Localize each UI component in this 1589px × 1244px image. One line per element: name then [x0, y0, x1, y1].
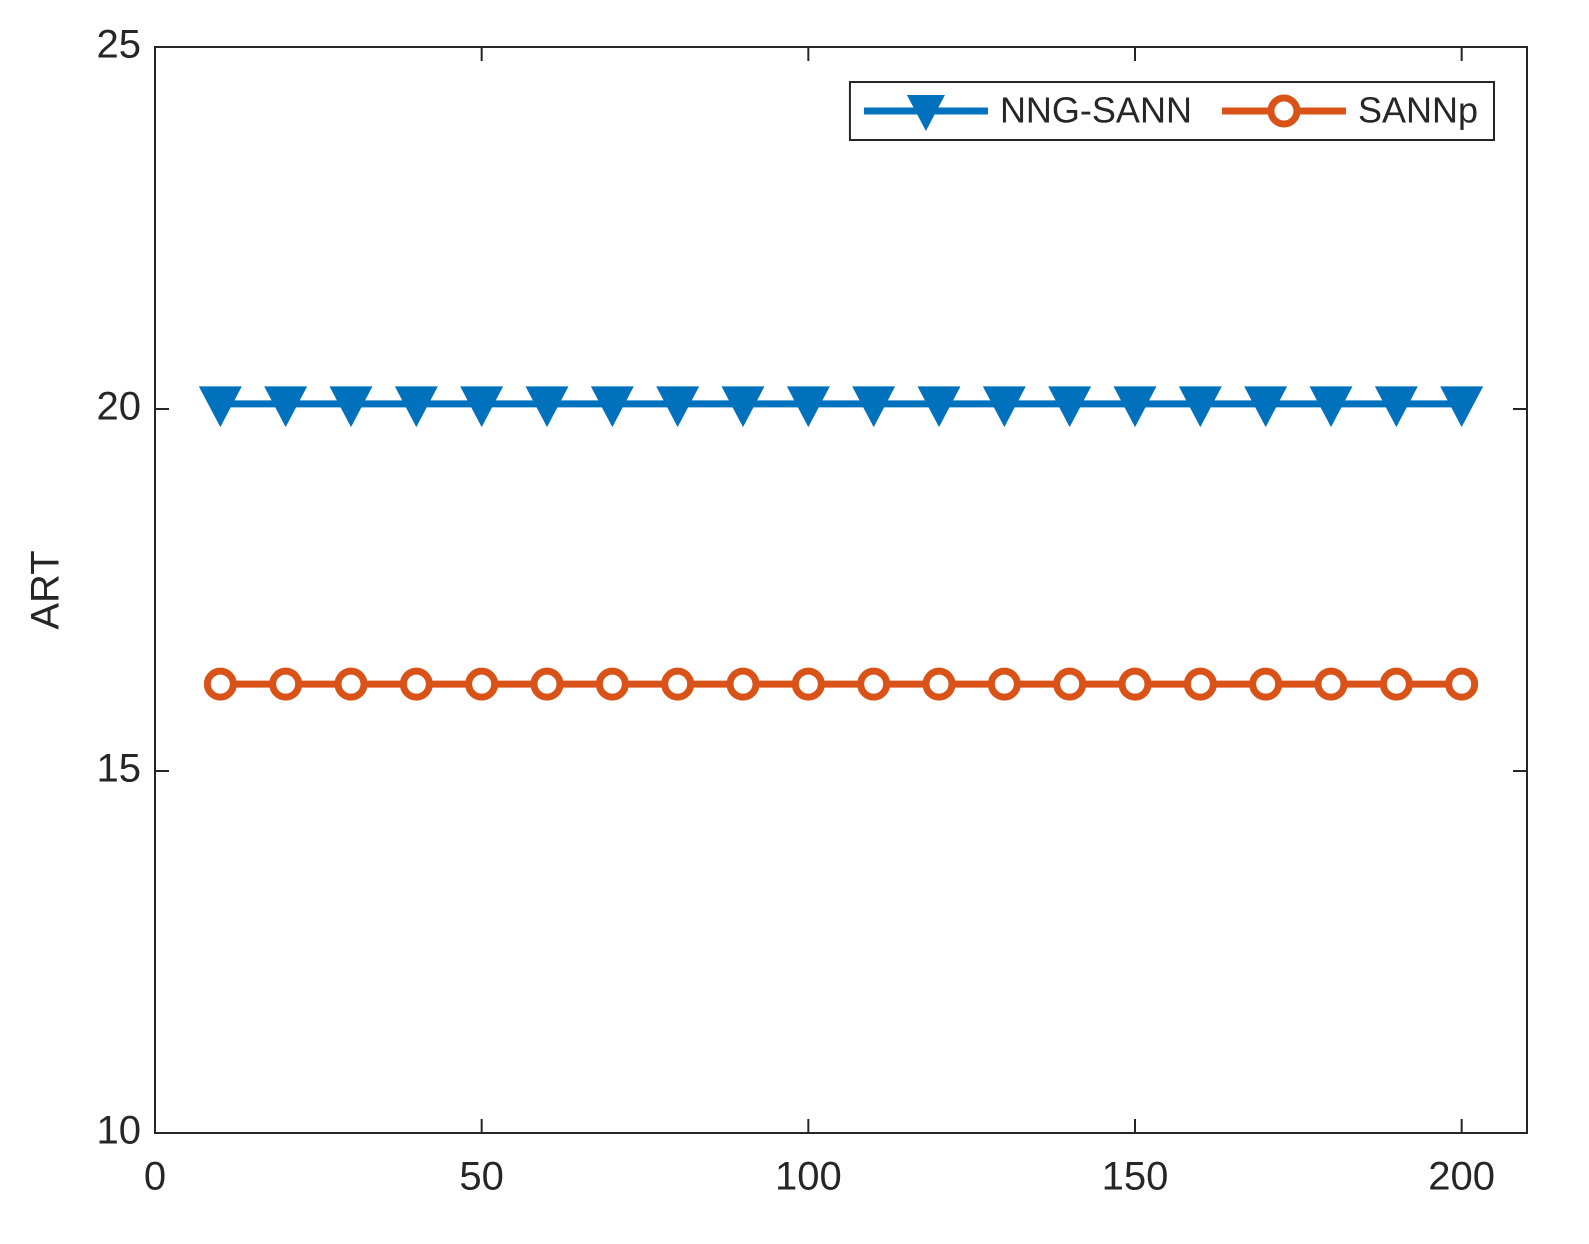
data-point — [982, 386, 1026, 428]
x-tick-label: 50 — [459, 1155, 504, 1199]
data-point — [1118, 667, 1152, 701]
legend-marker — [1267, 94, 1301, 128]
data-point — [334, 667, 368, 701]
data-point — [1048, 386, 1092, 428]
data-point — [264, 386, 308, 428]
data-point — [1314, 667, 1348, 701]
data-point — [656, 386, 700, 428]
data-point — [1445, 667, 1479, 701]
data-point — [399, 667, 433, 701]
data-point — [1249, 667, 1283, 701]
data-point — [394, 386, 438, 428]
y-tick-label: 10 — [97, 1109, 142, 1153]
data-point — [595, 667, 629, 701]
data-point — [987, 667, 1021, 701]
data-point — [269, 667, 303, 701]
data-point — [1440, 386, 1484, 428]
data-point — [786, 386, 830, 428]
data-point — [726, 667, 760, 701]
data-point — [525, 386, 569, 428]
legend-label: SANNp — [1358, 90, 1478, 131]
legend-label: NNG-SANN — [1000, 90, 1192, 131]
data-point — [917, 386, 961, 428]
x-tick-label: 100 — [775, 1155, 842, 1199]
y-axis-label: ART — [24, 550, 68, 629]
data-point — [465, 667, 499, 701]
data-point — [1178, 386, 1222, 428]
x-tick-label: 150 — [1102, 1155, 1169, 1199]
data-point — [460, 386, 504, 428]
data-point — [329, 386, 373, 428]
y-tick-label: 15 — [97, 747, 142, 791]
data-point — [922, 667, 956, 701]
data-point — [203, 667, 237, 701]
y-tick-label: 25 — [97, 23, 142, 67]
x-tick-label: 200 — [1428, 1155, 1495, 1199]
legend-marker — [906, 95, 945, 131]
data-point — [1113, 386, 1157, 428]
data-point — [198, 386, 242, 428]
x-tick-label: 0 — [144, 1155, 166, 1199]
data-point — [530, 667, 564, 701]
data-point — [590, 386, 634, 428]
data-point — [1379, 667, 1413, 701]
y-tick-label: 20 — [97, 385, 142, 429]
data-point — [661, 667, 695, 701]
data-point — [791, 667, 825, 701]
data-point — [1053, 667, 1087, 701]
data-point — [1374, 386, 1418, 428]
legend: NNG-SANN SANNp — [848, 81, 1495, 141]
data-point — [1183, 667, 1217, 701]
data-point — [1244, 386, 1288, 428]
data-point — [1309, 386, 1353, 428]
data-point — [857, 667, 891, 701]
data-point — [852, 386, 896, 428]
data-point — [721, 386, 765, 428]
plot-area — [154, 46, 1528, 1134]
